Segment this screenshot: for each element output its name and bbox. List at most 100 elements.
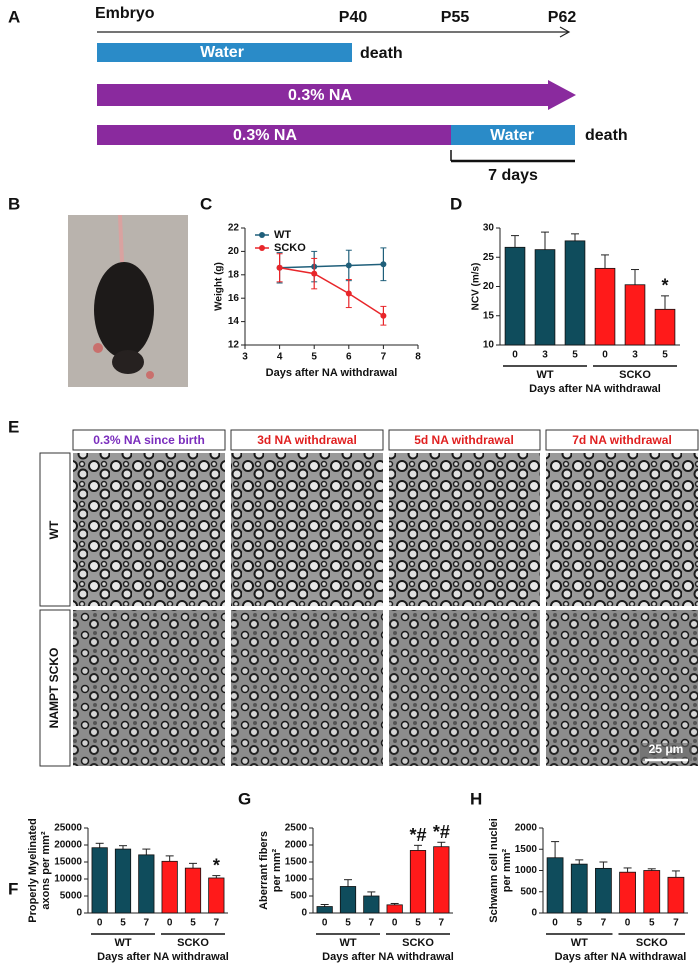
- y-axis-label: Properly Myelinated: [27, 818, 39, 923]
- y-tick-label: 5000: [60, 891, 83, 902]
- y-axis-label: Weight (g): [214, 262, 225, 311]
- x-axis-label: Days after NA withdrawal: [322, 951, 454, 963]
- x-tick-label: 4: [277, 352, 283, 363]
- column-header-box: [72, 429, 226, 451]
- x-tick-label: 0: [625, 918, 631, 929]
- bar: [570, 863, 588, 914]
- bar: [595, 867, 612, 914]
- x-tick-label: 5: [572, 350, 578, 361]
- x-tick-label: 5: [649, 918, 655, 929]
- group-label: SCKO: [619, 369, 651, 381]
- bar-label: Water: [490, 127, 534, 144]
- bar: [316, 906, 333, 914]
- column-header: 5d NA withdrawal: [414, 433, 514, 447]
- y-axis-label: per mm²: [501, 848, 513, 892]
- scale-label: 25 μm: [649, 742, 684, 756]
- y-tick-label: 0: [531, 908, 537, 919]
- x-tick-label: 0: [97, 918, 103, 929]
- y-axis-label: Aberrant fibers: [258, 831, 270, 910]
- column-header-box: [545, 429, 699, 451]
- row-header-box: [39, 452, 71, 607]
- y-tick-label: 20: [483, 281, 495, 292]
- group-label: WT: [114, 937, 131, 949]
- y-tick-label: 500: [290, 891, 307, 902]
- scale-backdrop: [640, 743, 692, 761]
- y-tick-label: 1000: [285, 874, 308, 885]
- x-axis-label: Days after NA withdrawal: [529, 383, 661, 395]
- y-tick-label: 22: [228, 223, 240, 234]
- timeline-label: P55: [441, 9, 470, 26]
- group-label: WT: [571, 937, 588, 949]
- x-tick-label: 7: [439, 918, 445, 929]
- end-label: death: [585, 127, 628, 144]
- y-tick-label: 0: [301, 908, 307, 919]
- series-line: [279, 263, 384, 269]
- column-header-box: [388, 429, 541, 451]
- bar: [594, 267, 616, 346]
- y-tick-label: 20000: [54, 840, 82, 851]
- x-tick-label: 5: [120, 918, 126, 929]
- bar: [433, 846, 450, 914]
- bar: [619, 871, 636, 914]
- panel-label: H: [470, 789, 482, 808]
- panel-label: C: [200, 194, 212, 213]
- micrograph: [73, 453, 225, 606]
- point: [380, 261, 387, 268]
- point: [345, 262, 352, 269]
- y-tick-label: 10: [483, 340, 495, 351]
- x-tick-label: 3: [632, 350, 638, 361]
- x-tick-label: 7: [601, 918, 607, 929]
- column-header: 0.3% NA since birth: [93, 433, 205, 447]
- y-tick-label: 25000: [54, 823, 82, 834]
- bar: [386, 904, 403, 914]
- series-line: [279, 267, 384, 317]
- y-tick-label: 1000: [515, 865, 538, 876]
- group-label: SCKO: [636, 937, 668, 949]
- column-header-box: [230, 429, 384, 451]
- group-label: WT: [339, 937, 356, 949]
- x-axis-label: Days after NA withdrawal: [97, 951, 229, 963]
- micrograph: [389, 610, 540, 766]
- panel-label: A: [8, 7, 20, 26]
- y-axis-label: NCV (m/s): [471, 263, 482, 311]
- x-tick-label: 5: [190, 918, 196, 929]
- y-tick-label: 10000: [54, 874, 82, 885]
- x-tick-label: 0: [167, 918, 173, 929]
- significance-marker: *#: [433, 822, 450, 842]
- timeline-label: P40: [339, 9, 368, 26]
- x-tick-label: 7: [144, 918, 150, 929]
- bar: [339, 886, 357, 914]
- significance-marker: *: [661, 276, 668, 296]
- bar-label: 0.3% NA: [233, 127, 297, 144]
- micrograph: [546, 453, 698, 606]
- group-label: SCKO: [402, 937, 434, 949]
- x-axis-label: Days after NA withdrawal: [266, 367, 398, 379]
- panel-label: B: [8, 194, 20, 213]
- row-header: WT: [47, 520, 61, 539]
- micrograph: [73, 610, 225, 766]
- legend-label: WT: [274, 229, 291, 241]
- point: [345, 290, 352, 297]
- panel-label: F: [8, 879, 18, 898]
- legend-label: SCKO: [274, 242, 306, 254]
- x-tick-label: 5: [576, 918, 582, 929]
- bar-label: Water: [200, 44, 244, 61]
- x-tick-label: 6: [346, 352, 352, 363]
- y-tick-label: 14: [228, 316, 240, 327]
- micrograph: [546, 610, 698, 766]
- bar: [161, 860, 178, 914]
- bar: [564, 240, 586, 346]
- bar: [624, 284, 646, 346]
- group-label: SCKO: [177, 937, 209, 949]
- y-tick-label: 0: [76, 908, 82, 919]
- y-tick-label: 25: [483, 252, 495, 263]
- bar: [667, 876, 685, 914]
- x-tick-label: 0: [392, 918, 398, 929]
- point: [311, 270, 318, 277]
- x-tick-label: 7: [369, 918, 375, 929]
- panel-label: D: [450, 194, 462, 213]
- row-header: NAMPT SCKO: [47, 648, 61, 729]
- micrograph-grid: 0.3% NA since birth 3d NA withdrawal 5d …: [39, 429, 699, 767]
- column-header: 7d NA withdrawal: [572, 433, 672, 447]
- significance-marker: *: [213, 855, 220, 875]
